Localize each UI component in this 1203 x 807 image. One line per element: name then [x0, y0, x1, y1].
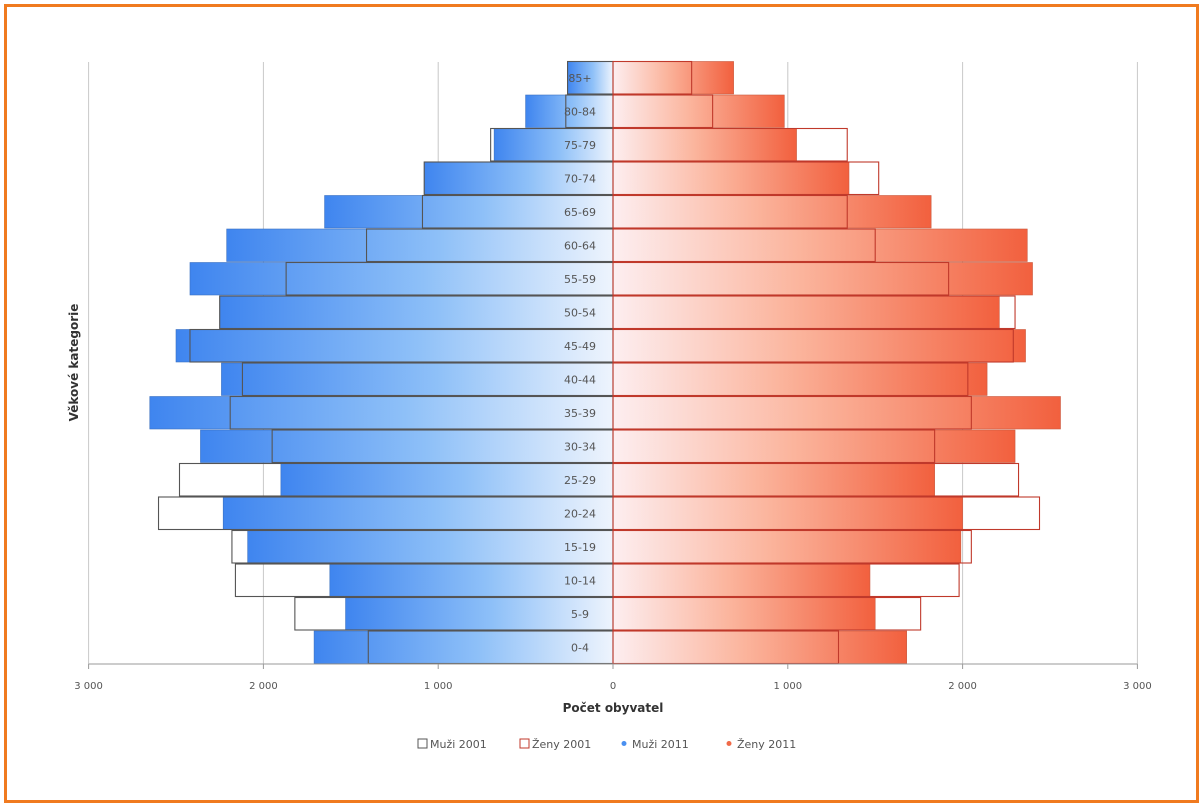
zeny-2011-bar-15-19: [612, 530, 962, 564]
zeny-2001-bar-15-19: [612, 529, 972, 564]
muzi-2011-bar-70-74: [423, 161, 614, 195]
legend-label: Ženy 2001: [532, 738, 591, 751]
zeny-2011-bar-20-24: [612, 496, 963, 530]
muzi-2011-bar-30-34: [200, 429, 614, 463]
muzi-2011-bar-15-19: [247, 530, 614, 564]
zeny-2001-bar-70-74: [612, 161, 880, 196]
category-label: 55-59: [564, 273, 596, 286]
category-label: 0-4: [571, 641, 589, 654]
muzi-2011-bar-75-79: [493, 128, 614, 162]
zeny-2001-bar-5-9: [612, 596, 922, 631]
muzi-2011-bar-65-69: [324, 195, 614, 229]
zeny-2011-bar-65-69: [612, 195, 932, 229]
zeny-2001-bar-30-34: [612, 429, 936, 464]
zeny-2001-bar-50-54: [612, 295, 1016, 330]
legend-item-muzi-2011: Muži 2011: [621, 738, 689, 751]
zeny-2001-bar-10-14: [612, 563, 960, 598]
category-label: 35-39: [564, 407, 596, 420]
y-axis-title: Věkové kategorie: [67, 304, 81, 422]
muzi-2011-bar-20-24: [222, 496, 614, 530]
category-label: 50-54: [564, 306, 596, 319]
category-label: 10-14: [564, 574, 596, 587]
bars-2011: [149, 61, 1061, 664]
x-tick-label: 0: [610, 681, 616, 692]
legend-swatch: [621, 741, 627, 746]
category-label: 25-29: [564, 474, 596, 487]
legend-label: Muži 2001: [430, 738, 487, 751]
category-label: 45-49: [564, 340, 596, 353]
x-axis-title: Počet obyvatel: [563, 701, 664, 715]
muzi-2011-bar-60-64: [226, 228, 614, 262]
zeny-2001-bar-40-44: [612, 362, 969, 397]
zeny-2001-bar-25-29: [612, 462, 1020, 497]
legend-swatch: [519, 738, 530, 749]
category-label: 75-79: [564, 139, 596, 152]
category-label: 5-9: [571, 608, 589, 621]
bars-2001: [157, 60, 1041, 665]
muzi-2011-bar-45-49: [175, 329, 614, 363]
x-tick-label: 1 000: [424, 681, 453, 692]
zeny-2011-bar-85-plus: [612, 61, 734, 95]
x-tick-label: 2 000: [249, 681, 278, 692]
muzi-2011-bar-0-4: [313, 630, 614, 664]
category-label: 85+: [568, 72, 591, 85]
zeny-2011-bar-5-9: [612, 597, 876, 631]
muzi-2011-bar-55-59: [189, 262, 614, 296]
zeny-2001-bar-75-79: [612, 127, 848, 162]
category-label: 70-74: [564, 172, 596, 185]
zeny-2011-bar-80-84: [612, 94, 785, 128]
zeny-2001-bar-80-84: [612, 94, 714, 129]
zeny-2011-bar-30-34: [612, 429, 1016, 463]
zeny-2001-bar-60-64: [612, 228, 876, 263]
zeny-2011-bar-25-29: [612, 463, 935, 497]
category-label: 15-19: [564, 541, 596, 554]
category-label: 80-84: [564, 105, 596, 118]
zeny-2011-bar-40-44: [612, 362, 988, 396]
category-label: 40-44: [564, 373, 596, 386]
zeny-2001-bar-45-49: [612, 328, 1014, 363]
x-axis: 3 000 2 000 1 000 0 1 000 2 000 3 000: [74, 663, 1152, 692]
zeny-2011-bar-10-14: [612, 563, 871, 597]
zeny-2011-bar-0-4: [612, 630, 907, 664]
muzi-2011-bar-50-54: [219, 295, 614, 329]
x-tick-label: 3 000: [1123, 681, 1152, 692]
category-label: 20-24: [564, 507, 596, 520]
muzi-2011-bar-35-39: [149, 396, 614, 430]
x-tick-label: 3 000: [74, 681, 103, 692]
zeny-2001-bar-65-69: [612, 194, 848, 229]
category-label: 60-64: [564, 239, 596, 252]
muzi-2011-bar-40-44: [221, 362, 614, 396]
x-tick-label: 1 000: [773, 681, 802, 692]
category-labels: 0-4 5-9 10-14 15-19 20-24 25-29 30-34 35-39 40-4…: [564, 72, 596, 655]
legend-item-zeny-2001: Ženy 2001: [519, 738, 591, 751]
legend-label: Muži 2011: [632, 738, 689, 751]
legend-swatch: [417, 738, 428, 749]
zeny-2001-bar-20-24: [612, 496, 1041, 531]
zeny-2011-bar-45-49: [612, 329, 1026, 363]
zeny-2001-bar-35-39: [612, 395, 972, 430]
muzi-2011-bar-10-14: [329, 563, 614, 597]
zeny-2011-bar-55-59: [612, 262, 1033, 296]
zeny-2011-bar-35-39: [612, 396, 1061, 430]
zeny-2011-bar-75-79: [612, 128, 797, 162]
x-tick-label: 2 000: [948, 681, 977, 692]
zeny-2001-bar-55-59: [612, 261, 950, 296]
legend: Muži 2001 Ženy 2001 Muži 2011 Ženy 2011: [417, 738, 796, 751]
legend-label: Ženy 2011: [737, 738, 796, 751]
legend-item-zeny-2011: Ženy 2011: [726, 738, 796, 751]
zeny-2001-bar-85-plus: [612, 60, 693, 95]
zeny-2011-bar-70-74: [612, 161, 850, 195]
category-label: 30-34: [564, 440, 596, 453]
legend-item-muzi-2001: Muži 2001: [417, 738, 487, 751]
zeny-2011-bar-60-64: [612, 228, 1028, 262]
muzi-2011-bar-85-plus: [567, 61, 614, 95]
muzi-2011-bar-5-9: [345, 597, 614, 631]
legend-swatch: [726, 741, 732, 746]
category-label: 65-69: [564, 206, 596, 219]
zeny-2011-bar-50-54: [612, 295, 1000, 329]
